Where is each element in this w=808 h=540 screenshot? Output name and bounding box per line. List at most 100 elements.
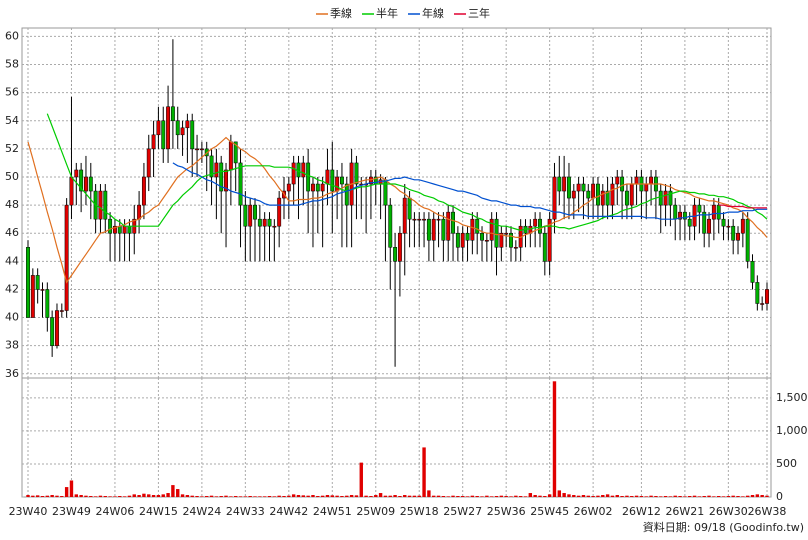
volume-bar [349,495,354,497]
volume-bar [93,496,98,497]
volume-bar [528,493,533,497]
x-tick-label: 23W40 [9,505,48,518]
candle-body [185,120,190,129]
footer: 資料日期: 09/18 (Goodinfo.tw) [643,520,804,534]
x-tick-label: 24W33 [226,505,265,518]
ma-line [27,136,768,284]
candle-body [755,282,760,304]
volume-bar [214,496,219,497]
volume-bar [301,495,306,497]
volume-bar [412,495,417,497]
volume-bar [572,495,576,497]
volume-bar [277,495,281,497]
candle-body [45,289,50,318]
volume-bar [383,495,388,497]
volume-bar [712,496,716,497]
candle-body [122,225,127,234]
volume-bar [45,495,50,497]
volume-bar [422,447,426,497]
x-tick-label: 25W36 [487,505,526,518]
candle-body [576,183,581,192]
volume-bar [209,495,214,497]
volume-bar [470,495,475,497]
x-tick-label: 26W12 [622,505,661,518]
volume-bar [316,496,320,497]
candle-body [243,204,248,227]
candle-body [499,232,504,248]
volume-bar [311,495,315,497]
volume-bar [485,495,489,497]
candle-body [431,218,436,241]
volume-bar [60,496,64,497]
candle-body [484,239,489,242]
candle-body [620,176,625,192]
volume-bar [330,495,334,497]
candle-body [146,148,151,178]
candle-body [301,162,306,178]
candle-body [35,275,40,290]
volume-bar [306,495,310,497]
candle-body [156,120,161,136]
candle-body [702,211,707,234]
volume-bar [89,496,93,497]
volume-bar [765,495,769,497]
candle-body [605,190,610,206]
volume-bar [605,494,610,497]
candle-body [489,218,494,241]
volume-bar [634,495,639,497]
candle-body [446,211,451,241]
candle-body [166,106,171,150]
y-tick-label: 58 [5,58,19,71]
volume-bar [760,495,764,497]
candle-body [707,218,711,234]
candle-body [687,218,692,227]
volume-bar [176,489,180,497]
volume-bar [707,495,711,497]
candle-body [547,218,552,262]
volume-bar [557,490,562,497]
volume-bar [562,493,566,497]
candle-body [84,176,88,192]
volume-bar [35,495,40,497]
candle-body [330,169,335,192]
candle-body [214,162,219,178]
volume-bar [369,496,373,497]
volume-bar [40,496,45,497]
volume-bar [688,496,692,497]
candle-body [272,225,277,228]
candle-body [368,176,373,185]
volume-bar [374,495,378,497]
candle-body [64,204,69,311]
y-tick-label: 54 [5,114,19,127]
volume-bar [518,496,523,497]
volume-bar [547,494,552,497]
volume-bar [151,495,156,497]
x-tick-label: 26W21 [665,505,704,518]
candle-body [267,218,272,227]
x-tick-label: 24W06 [96,505,135,518]
candle-body [571,190,576,199]
candle-body [731,225,736,241]
candle-body [760,303,765,305]
y-tick-label: 44 [5,254,19,267]
candle-body [480,232,484,241]
candle-body [291,162,296,185]
volume-bar [499,495,504,497]
x-tick-label: 24W24 [182,505,221,518]
candle-body [175,120,180,136]
candle-body [629,183,634,206]
candle-body [644,183,649,192]
candle-body [108,218,113,234]
volume-bar [127,495,132,497]
volume-bar [407,495,412,497]
volume-bar [84,495,88,497]
volume-bar [509,496,513,497]
y-tick-label: 38 [5,339,19,352]
volume-bar [74,494,79,497]
candle-body [190,120,195,150]
candle-body [170,106,175,122]
x-tick-label: 24W42 [269,505,308,518]
volume-bar [142,493,146,497]
candle-body [716,204,721,220]
volume-bar [156,495,161,497]
